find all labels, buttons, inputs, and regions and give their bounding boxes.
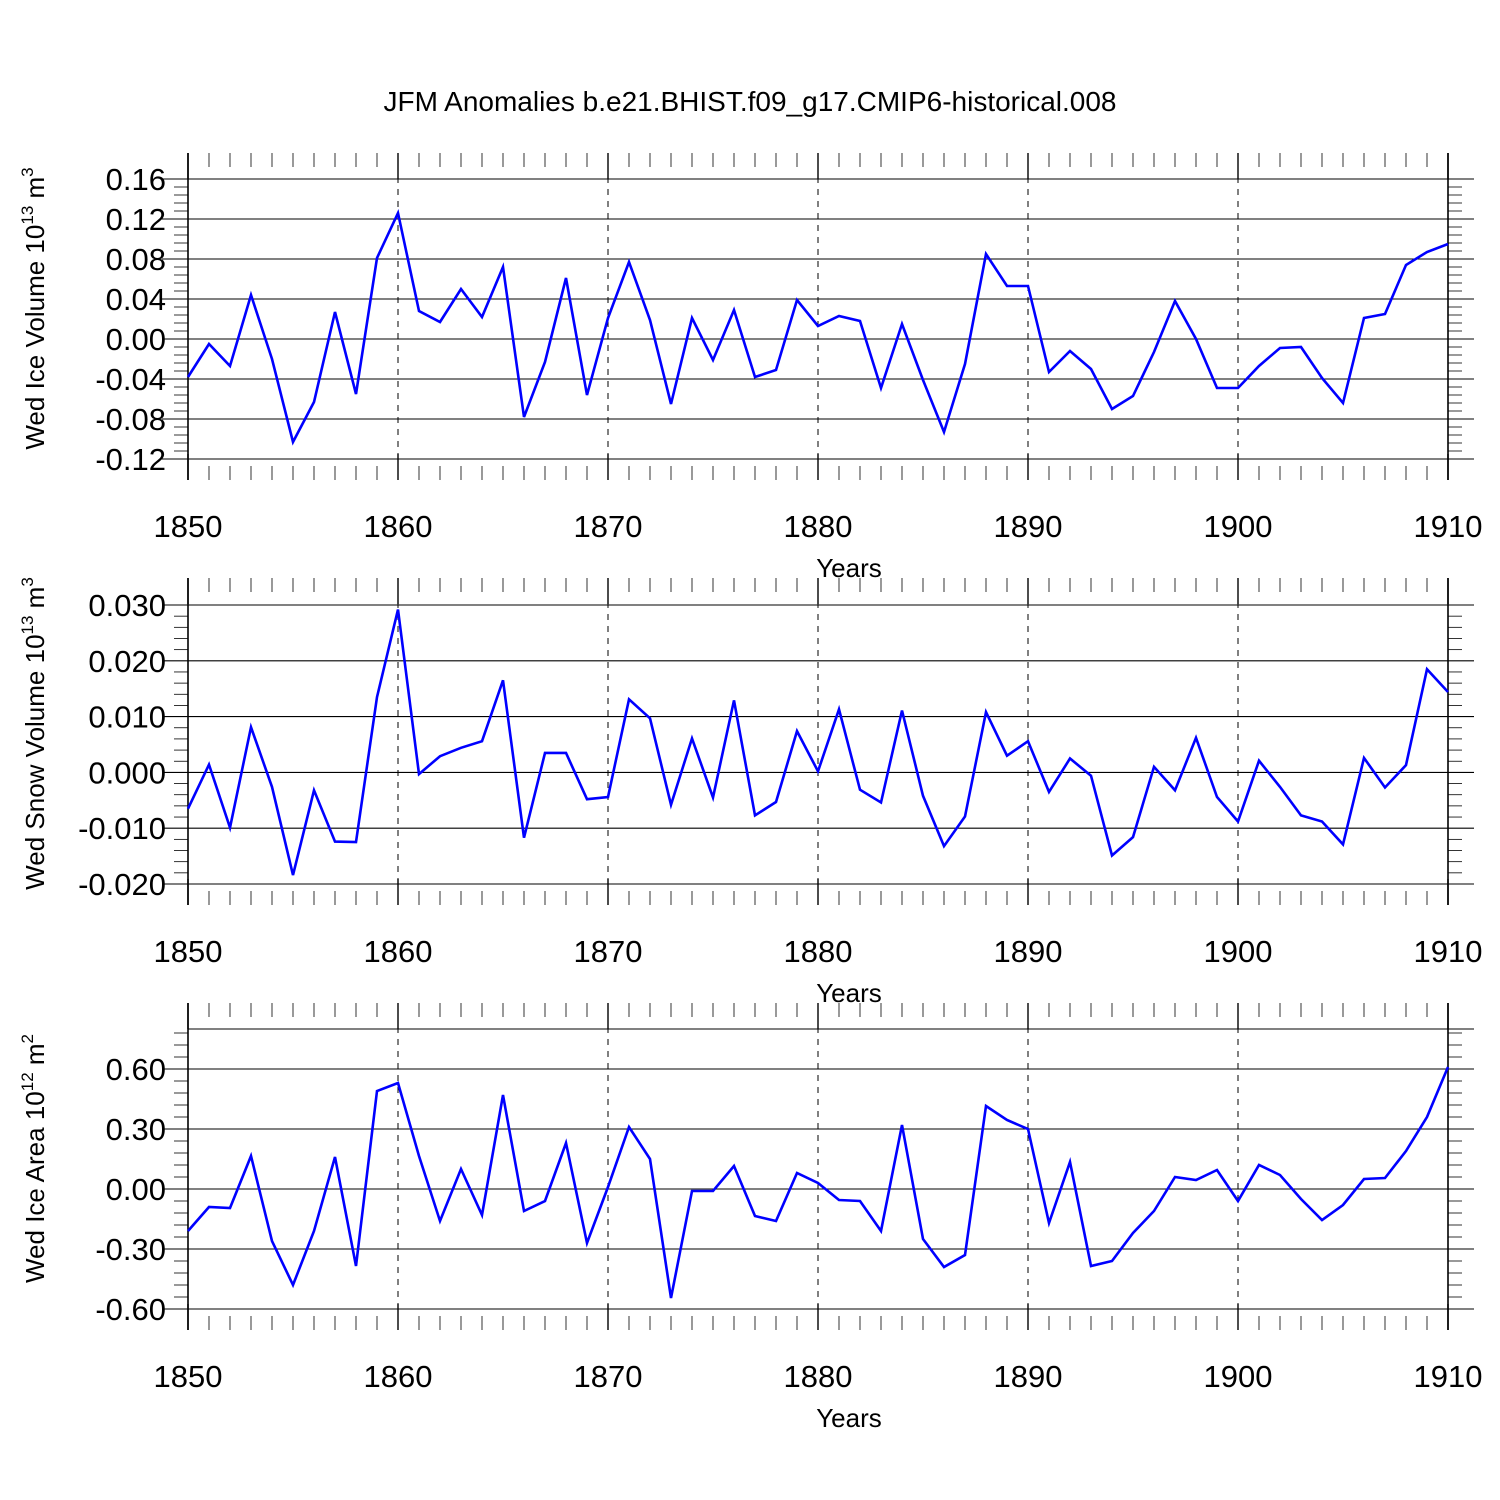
x-tick-label: 1870 [574, 1359, 643, 1394]
x-tick-label: 1880 [784, 934, 853, 969]
x-axis-label: Years [816, 553, 882, 583]
y-tick-label: -0.020 [78, 867, 166, 902]
x-tick-label: 1880 [784, 1359, 853, 1394]
panel-1: -0.12 -0.08 -0.04 0.00 0.04 0.08 0.12 0.16 1850 1… [18, 153, 1482, 583]
panel-3: -0.60 -0.30 0.00 0.30 0.60 1850 1860 1870 1880 18… [18, 1003, 1482, 1433]
y-axis-label: Wed Snow Volume 1013 m3 [18, 577, 50, 890]
x-tick-label: 1870 [574, 509, 643, 544]
series-line [186, 609, 1449, 876]
x-tick-label: 1880 [784, 509, 853, 544]
y-tick-label: -0.010 [78, 811, 166, 846]
y-axis-label: Wed Ice Volume 1013 m3 [18, 167, 50, 449]
x-tick-label: 1860 [364, 1359, 433, 1394]
x-axis-label: Years [816, 1403, 882, 1433]
y-axis-label: Wed Ice Area 1012 m2 [18, 1034, 50, 1283]
y-tick-label: 0.08 [106, 242, 166, 277]
y-tick-label: 0.30 [106, 1112, 166, 1147]
y-tick-label: -0.04 [95, 362, 166, 397]
x-tick-label: 1850 [154, 1359, 223, 1394]
x-tick-label: 1850 [154, 934, 223, 969]
series-line [186, 208, 1449, 446]
x-axis-label: Years [816, 978, 882, 1008]
x-tick-label: 1860 [364, 934, 433, 969]
y-tick-label: -0.08 [95, 402, 166, 437]
y-tick-label: 0.020 [88, 644, 166, 679]
figure-title: JFM Anomalies b.e21.BHIST.f09_g17.CMIP6-… [383, 86, 1117, 117]
y-tick-label: 0.030 [88, 588, 166, 623]
y-tick-label: 0.010 [88, 700, 166, 735]
series-line [187, 1066, 1450, 1299]
y-tick-label: 0.00 [106, 322, 166, 357]
x-tick-label: 1890 [994, 1359, 1063, 1394]
y-tick-label: 0.12 [106, 202, 166, 237]
x-tick-label: 1910 [1414, 934, 1483, 969]
x-tick-label: 1910 [1414, 1359, 1483, 1394]
x-tick-label: 1870 [574, 934, 643, 969]
y-tick-label: 0.00 [106, 1172, 166, 1207]
x-tick-label: 1850 [154, 509, 223, 544]
y-tick-label: 0.16 [106, 162, 166, 197]
y-tick-label: -0.30 [95, 1232, 166, 1267]
x-tick-label: 1900 [1204, 1359, 1273, 1394]
y-tick-label: -0.12 [95, 442, 166, 477]
y-tick-label: 0.000 [88, 755, 166, 790]
x-tick-label: 1900 [1204, 509, 1273, 544]
y-tick-label: 0.04 [106, 282, 166, 317]
x-tick-label: 1890 [994, 934, 1063, 969]
x-tick-label: 1860 [364, 509, 433, 544]
y-tick-label: -0.60 [95, 1292, 166, 1327]
x-tick-label: 1910 [1414, 509, 1483, 544]
x-tick-label: 1900 [1204, 934, 1273, 969]
y-tick-label: 0.60 [106, 1052, 166, 1087]
x-tick-label: 1890 [994, 509, 1063, 544]
panel-2: -0.020 -0.010 0.000 0.010 0.020 0.030 1850 1860… [18, 577, 1482, 1008]
